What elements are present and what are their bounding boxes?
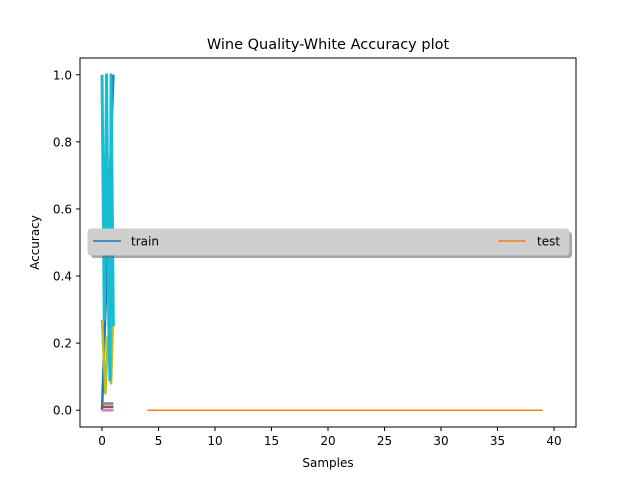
chart-title: Wine Quality-White Accuracy plot <box>207 37 450 53</box>
legend-label-test: test <box>537 235 560 249</box>
legend-label-train: train <box>131 235 159 249</box>
x-tick-label: 0 <box>98 434 106 448</box>
x-tick-label: 40 <box>546 434 561 448</box>
y-axis-label: Accuracy <box>28 215 42 270</box>
y-tick-label: 0.2 <box>53 337 72 351</box>
legend: train test <box>87 228 572 258</box>
y-tick-label: 0.0 <box>53 404 72 418</box>
x-tick-label: 35 <box>490 434 505 448</box>
x-axis-label: Samples <box>302 456 353 470</box>
x-tick-label: 25 <box>377 434 392 448</box>
x-tick-label: 5 <box>155 434 163 448</box>
axes-layer: 0 5 10 15 20 25 30 35 40 0.0 0.2 0.4 0.6 0.8 1.0 <box>53 68 562 448</box>
x-tick-label: 15 <box>264 434 279 448</box>
y-tick-label: 0.6 <box>53 202 72 216</box>
series-line-run-9 <box>100 73 115 382</box>
legend-box <box>87 228 570 256</box>
x-tick-label: 30 <box>433 434 448 448</box>
y-tick-label: 0.8 <box>53 135 72 149</box>
x-tick-label: 20 <box>320 434 335 448</box>
y-tick-label: 1.0 <box>53 68 72 82</box>
series-layer <box>100 73 543 412</box>
y-tick-label: 0.4 <box>53 270 72 284</box>
x-tick-label: 10 <box>207 434 222 448</box>
